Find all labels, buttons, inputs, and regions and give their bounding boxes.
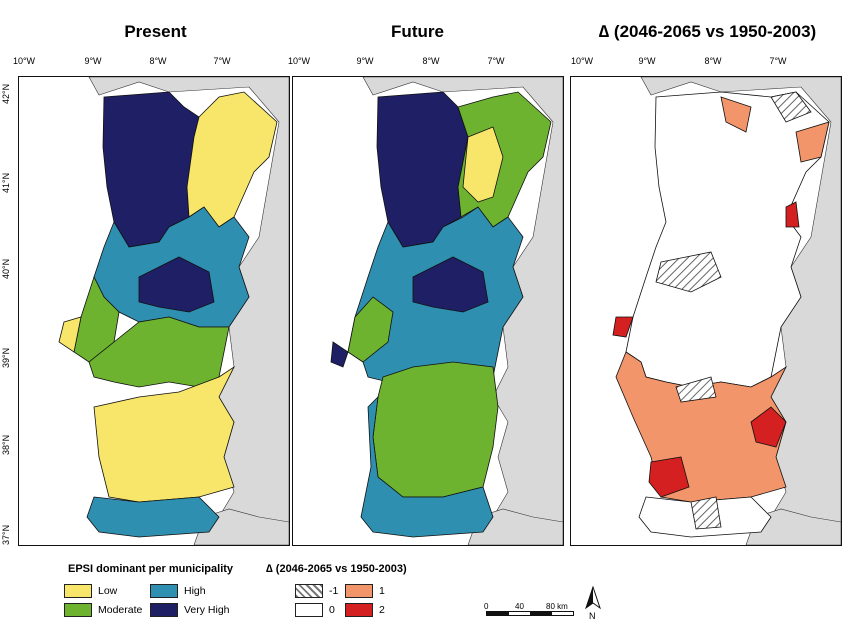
x-tick-label: 7°W [487, 56, 505, 66]
y-tick-label: 38°N [1, 434, 11, 455]
region-lisbon-low [58, 316, 82, 353]
x-tick-label: 7°W [769, 56, 787, 66]
map-panel-present [18, 76, 290, 546]
region-north-hatched [770, 91, 812, 123]
map-panel-future [292, 76, 564, 546]
x-tick-label: 7°W [213, 56, 231, 66]
region-north-one [720, 96, 752, 133]
region-northeast-low [462, 126, 504, 203]
panel-title-future: Future [391, 22, 444, 41]
legend-swatch-veryhigh [150, 603, 178, 617]
map-present-svg [58, 77, 289, 545]
y-tick-label: 42°N [1, 83, 11, 104]
region-southeast-hatched [675, 376, 717, 403]
legend-label-low: Low [98, 585, 118, 597]
legend-label-one: 1 [379, 585, 385, 597]
legend-swatch-one [345, 584, 373, 598]
region-central-veryhigh [412, 256, 489, 313]
x-tick-label: 8°W [704, 56, 722, 66]
x-tick-label: 9°W [638, 56, 656, 66]
scale-label-0: 0 [484, 602, 489, 611]
legend-label-minus1: -1 [329, 585, 339, 597]
y-tick-label: 40°N [1, 258, 11, 279]
region-algarve-hatched [690, 496, 722, 530]
scale-label-80: 80 km [546, 602, 568, 611]
legend-label-zero: 0 [329, 604, 335, 616]
legend-label-veryhigh: Very High [184, 604, 230, 616]
panel-title-present: Present [124, 22, 187, 41]
north-arrow-icon [584, 586, 602, 616]
region-alentejo-moderate [88, 316, 230, 388]
north-arrow-label: N [589, 611, 596, 621]
legend-label-two: 2 [379, 604, 385, 616]
legend-swatch-high [150, 584, 178, 598]
map-delta-svg [612, 77, 841, 545]
x-tick-label: 10°W [287, 56, 311, 66]
region-south-high [360, 395, 494, 538]
region-alentejo-moderate [372, 361, 499, 498]
legend-swatch-zero [295, 603, 323, 617]
region-south-low [93, 365, 236, 503]
region-east-one [795, 121, 830, 163]
y-tick-label: 39°N [1, 347, 11, 368]
region-algarve-high [86, 496, 220, 538]
scale-label-40: 40 [515, 602, 524, 611]
legend-delta-title: ∆ (2046-2065 vs 1950-2003) [266, 563, 407, 575]
legend-swatch-moderate [64, 603, 92, 617]
region-northeast-low [186, 91, 278, 228]
region-lisbon-veryhigh [330, 341, 349, 368]
y-tick-label: 37°N [1, 524, 11, 545]
x-tick-label: 9°W [356, 56, 374, 66]
x-tick-label: 9°W [84, 56, 102, 66]
x-tick-label: 8°W [149, 56, 167, 66]
x-tick-label: 10°W [570, 56, 594, 66]
legend-label-moderate: Moderate [98, 604, 143, 616]
region-lisbon-two [612, 316, 634, 338]
legend-label-high: High [184, 585, 206, 597]
legend-swatch-minus1 [295, 584, 323, 598]
y-tick-label: 41°N [1, 172, 11, 193]
region-central-veryhigh [138, 256, 215, 313]
panel-title-delta: ∆ (2046-2065 vs 1950-2003) [598, 22, 817, 41]
map-panel-delta [570, 76, 842, 546]
region-center-hatched [655, 251, 722, 293]
scale-bar [486, 611, 574, 616]
map-future-svg [330, 77, 563, 545]
legend-swatch-low [64, 584, 92, 598]
legend-swatch-two [345, 603, 373, 617]
region-southeast-two [750, 406, 787, 448]
x-tick-label: 8°W [422, 56, 440, 66]
x-tick-label: 10°W [12, 56, 36, 66]
region-east-two [785, 201, 800, 228]
region-southwest-two [648, 456, 690, 498]
legend-epsi-title: EPSI dominant per municipality [68, 563, 234, 575]
